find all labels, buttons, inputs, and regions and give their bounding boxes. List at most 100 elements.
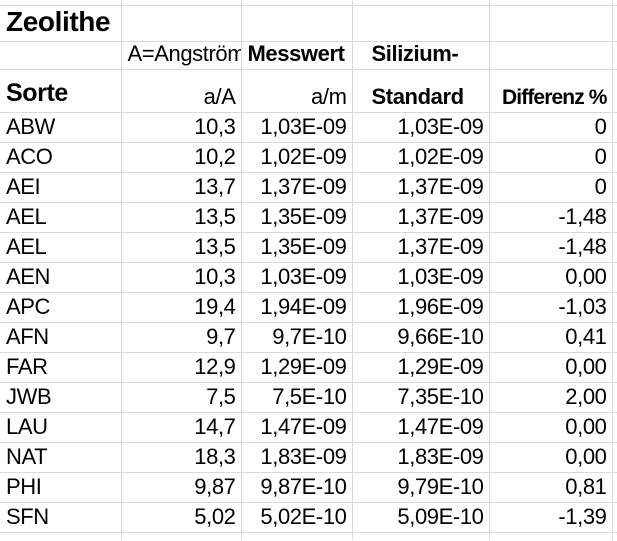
cell-standard[interactable]: 9,79E-10 [351, 471, 490, 503]
cell-differenz[interactable]: -1,03 [488, 291, 613, 323]
cell-empty[interactable] [611, 531, 617, 540]
cell-a-angstrom[interactable]: 19,4 [120, 291, 242, 323]
cell-sorte[interactable]: AFN [0, 321, 122, 353]
cell-empty[interactable] [120, 4, 242, 42]
cell-empty[interactable] [611, 471, 617, 503]
cell-a-angstrom[interactable]: 7,5 [120, 381, 242, 413]
cell-empty[interactable] [0, 40, 122, 70]
cell-differenz[interactable]: 0,41 [488, 321, 613, 353]
cell-messwert[interactable]: 1,29E-09 [240, 351, 353, 383]
cell-sorte[interactable]: APC [0, 291, 122, 323]
cell-a-angstrom[interactable]: 14,7 [120, 411, 242, 443]
cell-standard[interactable]: 1,02E-09 [351, 141, 490, 173]
sorte-column-header[interactable]: Sorte [0, 68, 122, 113]
cell-differenz[interactable]: 0,00 [488, 411, 613, 443]
silizium-header-cell[interactable]: Silizium- [351, 40, 490, 70]
cell-messwert[interactable]: 1,35E-09 [240, 201, 353, 233]
cell-sorte[interactable]: JWB [0, 381, 122, 413]
cell-empty[interactable] [611, 141, 617, 173]
a-meter-column-header[interactable]: a/m [240, 68, 353, 113]
cell-standard[interactable]: 1,47E-09 [351, 411, 490, 443]
cell-a-angstrom[interactable]: 10,3 [120, 111, 242, 143]
cell-standard[interactable]: 1,83E-09 [351, 441, 490, 473]
cell-empty[interactable] [0, 531, 122, 540]
cell-a-angstrom[interactable]: 5,02 [120, 501, 242, 533]
cell-empty[interactable] [611, 171, 617, 203]
cell-standard[interactable]: 1,03E-09 [351, 111, 490, 143]
cell-a-angstrom[interactable]: 9,7 [120, 321, 242, 353]
cell-standard[interactable]: 1,03E-09 [351, 261, 490, 293]
cell-standard[interactable]: 1,37E-09 [351, 231, 490, 263]
cell-messwert[interactable]: 7,5E-10 [240, 381, 353, 413]
cell-empty[interactable] [240, 531, 353, 540]
cell-sorte[interactable]: AEL [0, 231, 122, 263]
cell-empty[interactable] [611, 381, 617, 413]
cell-empty[interactable] [611, 201, 617, 233]
cell-messwert[interactable]: 1,03E-09 [240, 261, 353, 293]
cell-sorte[interactable]: NAT [0, 441, 122, 473]
cell-a-angstrom[interactable]: 10,3 [120, 261, 242, 293]
cell-standard[interactable]: 7,35E-10 [351, 381, 490, 413]
cell-standard[interactable]: 5,09E-10 [351, 501, 490, 533]
cell-empty[interactable] [351, 4, 490, 42]
cell-empty[interactable] [611, 411, 617, 443]
cell-standard[interactable]: 1,96E-09 [351, 291, 490, 323]
messwert-header-cell[interactable]: Messwert [240, 40, 353, 70]
cell-messwert[interactable]: 1,37E-09 [240, 171, 353, 203]
cell-messwert[interactable]: 1,35E-09 [240, 231, 353, 263]
a-angstrom-column-header[interactable]: a/A [120, 68, 242, 113]
cell-empty[interactable] [611, 351, 617, 383]
cell-empty[interactable] [120, 531, 242, 540]
cell-sorte[interactable]: AEN [0, 261, 122, 293]
cell-a-angstrom[interactable]: 10,2 [120, 141, 242, 173]
cell-a-angstrom[interactable]: 13,7 [120, 171, 242, 203]
cell-empty[interactable] [611, 4, 617, 42]
standard-column-header[interactable]: Standard [351, 68, 490, 113]
cell-messwert[interactable]: 1,47E-09 [240, 411, 353, 443]
cell-differenz[interactable]: 0,81 [488, 471, 613, 503]
cell-empty[interactable] [611, 441, 617, 473]
cell-empty[interactable] [611, 321, 617, 353]
cell-differenz[interactable]: 2,00 [488, 381, 613, 413]
differenz-column-header[interactable]: Differenz % [488, 68, 613, 113]
cell-sorte[interactable]: AEL [0, 201, 122, 233]
cell-differenz[interactable]: -1,48 [488, 231, 613, 263]
cell-differenz[interactable]: -1,48 [488, 201, 613, 233]
cell-sorte[interactable]: AEI [0, 171, 122, 203]
cell-messwert[interactable]: 5,02E-10 [240, 501, 353, 533]
cell-a-angstrom[interactable]: 9,87 [120, 471, 242, 503]
cell-sorte[interactable]: ACO [0, 141, 122, 173]
angstrom-note-cell[interactable]: A=Angström [120, 40, 242, 70]
cell-differenz[interactable]: 0,00 [488, 441, 613, 473]
cell-messwert[interactable]: 9,7E-10 [240, 321, 353, 353]
cell-empty[interactable] [611, 40, 617, 70]
cell-sorte[interactable]: LAU [0, 411, 122, 443]
cell-empty[interactable] [611, 291, 617, 323]
cell-differenz[interactable]: 0 [488, 141, 613, 173]
cell-a-angstrom[interactable]: 18,3 [120, 441, 242, 473]
cell-empty[interactable] [351, 531, 490, 540]
cell-empty[interactable] [611, 68, 617, 113]
cell-differenz[interactable]: 0,00 [488, 261, 613, 293]
cell-empty[interactable] [240, 4, 353, 42]
cell-a-angstrom[interactable]: 12,9 [120, 351, 242, 383]
cell-differenz[interactable]: -1,39 [488, 501, 613, 533]
cell-messwert[interactable]: 1,02E-09 [240, 141, 353, 173]
cell-messwert[interactable]: 1,03E-09 [240, 111, 353, 143]
cell-empty[interactable] [611, 261, 617, 293]
cell-sorte[interactable]: FAR [0, 351, 122, 383]
cell-sorte[interactable]: PHI [0, 471, 122, 503]
cell-empty[interactable] [488, 40, 613, 70]
cell-standard[interactable]: 9,66E-10 [351, 321, 490, 353]
cell-messwert[interactable]: 1,94E-09 [240, 291, 353, 323]
cell-a-angstrom[interactable]: 13,5 [120, 231, 242, 263]
cell-sorte[interactable]: SFN [0, 501, 122, 533]
cell-standard[interactable]: 1,37E-09 [351, 201, 490, 233]
cell-empty[interactable] [611, 501, 617, 533]
cell-differenz[interactable]: 0,00 [488, 351, 613, 383]
sheet-title[interactable]: Zeolithe [0, 4, 122, 42]
cell-messwert[interactable]: 9,87E-10 [240, 471, 353, 503]
cell-empty[interactable] [488, 531, 613, 540]
cell-empty[interactable] [488, 4, 613, 42]
cell-a-angstrom[interactable]: 13,5 [120, 201, 242, 233]
